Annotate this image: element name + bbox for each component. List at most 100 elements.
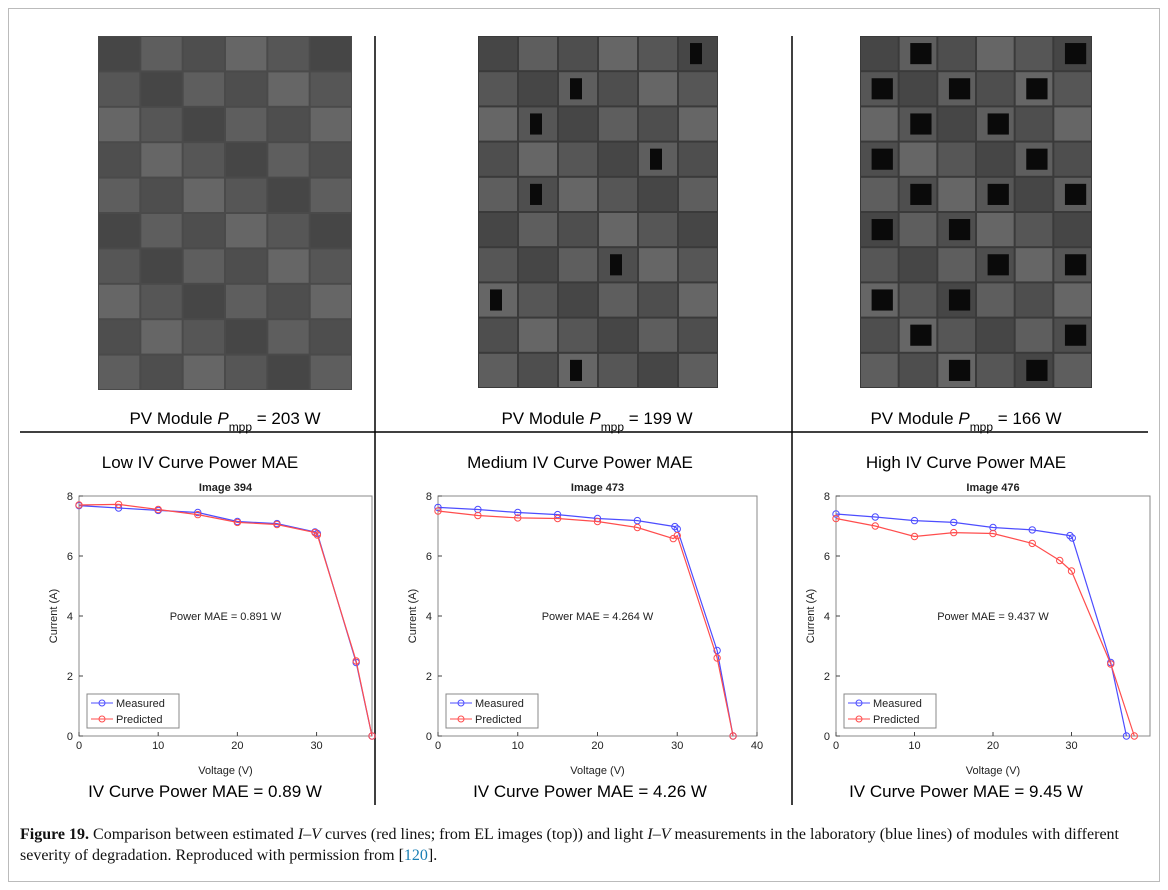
cell <box>861 107 898 141</box>
marker <box>194 510 202 519</box>
crack <box>570 359 582 381</box>
marker <box>633 516 642 525</box>
image-label: PV Module Pmpp = 203 W <box>129 409 320 434</box>
cell <box>99 284 140 319</box>
cell <box>268 178 309 212</box>
cell <box>310 143 351 177</box>
cell <box>183 143 224 177</box>
panel-result: IV Curve Power MAE = 0.89 W <box>88 782 322 801</box>
legend-swatch <box>855 715 863 723</box>
crack <box>530 183 542 205</box>
cell <box>679 213 717 247</box>
cell <box>559 107 597 141</box>
marker <box>910 532 919 541</box>
series-line <box>78 503 373 737</box>
label-text: = 199 W <box>624 409 693 428</box>
label-symbol: P <box>958 409 970 428</box>
legend-label: Predicted <box>873 714 919 726</box>
cell <box>310 72 351 106</box>
cell <box>183 178 224 212</box>
y-tick-label: 6 <box>67 551 73 563</box>
label-text: = 166 W <box>993 409 1062 428</box>
x-tick-label: 20 <box>987 740 999 752</box>
cell <box>141 214 182 248</box>
cell <box>226 214 267 248</box>
cell <box>183 355 224 389</box>
y-tick-label: 6 <box>824 551 830 563</box>
cell <box>226 178 267 212</box>
cell <box>1015 318 1053 352</box>
cell <box>977 283 1014 317</box>
legend-label: Measured <box>873 698 922 710</box>
crack <box>490 289 502 311</box>
cell <box>1054 353 1091 387</box>
cell <box>310 37 351 71</box>
y-tick-label: 2 <box>67 671 73 683</box>
marker <box>871 522 879 530</box>
cell <box>1015 177 1053 211</box>
marker <box>194 508 202 517</box>
label-symbol: P <box>217 409 229 428</box>
marker <box>910 516 919 525</box>
cell <box>599 318 637 352</box>
x-tick-label: 40 <box>751 740 763 752</box>
marker <box>1056 556 1064 565</box>
x-tick-label: 10 <box>152 740 164 752</box>
x-tick-label: 0 <box>435 740 441 752</box>
marker <box>75 501 83 509</box>
cell <box>861 353 898 387</box>
label-text: PV Module <box>501 409 589 428</box>
cell <box>226 37 267 71</box>
image-label: PV Module Pmpp = 199 W <box>501 409 692 434</box>
legend-label: Measured <box>116 698 165 710</box>
marker <box>1122 732 1131 740</box>
reference-link[interactable]: 120 <box>403 847 428 864</box>
marker <box>368 732 376 740</box>
legend-label: Predicted <box>475 714 521 726</box>
cell <box>479 72 517 106</box>
cell <box>183 320 224 354</box>
y-tick-label: 4 <box>824 611 830 623</box>
cell <box>599 353 637 387</box>
y-tick-label: 0 <box>426 731 432 743</box>
cell <box>1054 213 1091 247</box>
caption-text: curves (red lines; from EL images (top))… <box>320 826 648 843</box>
label-symbol: P <box>589 409 601 428</box>
cell <box>519 142 557 176</box>
marker <box>729 732 737 740</box>
cell <box>141 143 182 177</box>
cell <box>899 283 937 317</box>
y-tick-label: 4 <box>426 611 432 623</box>
crack <box>1064 43 1087 65</box>
cell <box>679 107 717 141</box>
cell <box>310 178 351 212</box>
panel-heading: Low IV Curve Power MAE <box>102 453 299 472</box>
annotation: Power MAE = 0.891 W <box>170 611 282 623</box>
cell <box>310 214 351 248</box>
crack <box>871 219 893 241</box>
cell <box>99 355 140 389</box>
cell <box>861 37 898 71</box>
x-tick-label: 10 <box>512 740 524 752</box>
marker <box>114 500 123 509</box>
cell <box>99 214 140 248</box>
cell <box>1054 283 1091 317</box>
cell <box>479 177 517 211</box>
cell <box>99 178 140 212</box>
marker <box>1068 534 1076 542</box>
el-image <box>98 36 352 390</box>
cell <box>559 283 597 317</box>
annotation: Power MAE = 9.437 W <box>937 611 1049 623</box>
cell <box>141 107 182 142</box>
marker <box>311 528 319 537</box>
cell <box>99 249 140 283</box>
y-tick-label: 2 <box>824 671 830 683</box>
cell <box>1015 37 1053 71</box>
cell <box>183 107 224 142</box>
cell <box>938 318 975 352</box>
caption-text: I–V <box>297 826 321 843</box>
cell <box>183 72 224 106</box>
cell <box>310 320 351 354</box>
cell <box>268 249 309 283</box>
cell <box>639 72 677 106</box>
